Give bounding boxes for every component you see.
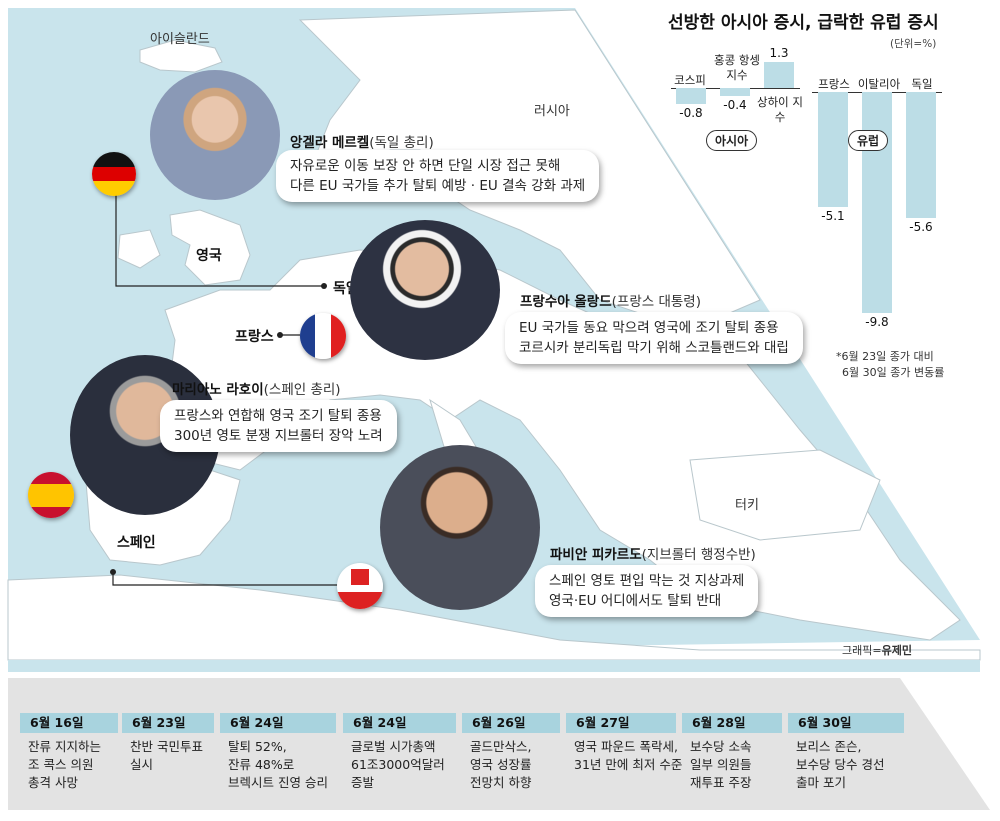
shanghai-label: 상하이 지수 bbox=[757, 95, 803, 124]
graphic-credit: 그래픽=유제민 bbox=[842, 644, 912, 657]
germany-flag bbox=[92, 152, 136, 196]
merkel-portrait bbox=[150, 70, 280, 200]
france-flag bbox=[300, 313, 346, 359]
italy-index-label: 이탈리아 bbox=[857, 77, 901, 91]
bar-kospi bbox=[676, 88, 706, 104]
picardo-portrait bbox=[380, 445, 540, 610]
bar-germany bbox=[906, 92, 936, 218]
iceland-land bbox=[139, 39, 223, 73]
kospi-label: 코스피 bbox=[674, 73, 706, 87]
value-germany: -5.6 bbox=[909, 220, 933, 234]
merkel-name: 앙겔라 메르켈(독일 총리) bbox=[290, 135, 434, 151]
rajoy-quote: 프랑스와 연합해 영국 조기 탈퇴 종용 300년 영토 분쟁 지브롤터 장악 … bbox=[160, 400, 397, 452]
rajoy-quote-line-2: 300년 영토 분쟁 지브롤터 장악 노려 bbox=[174, 428, 383, 444]
timeline-text-6: 영국 파운드 폭락세, 31년 만에 최저 수준 bbox=[574, 739, 683, 772]
chart-unit: (단위=%) bbox=[890, 38, 937, 50]
spain-flag bbox=[28, 472, 74, 518]
hollande-portrait bbox=[350, 220, 500, 360]
picardo-name: 파비안 피카르도(지브롤터 행정수반) bbox=[550, 547, 756, 563]
germany-dot bbox=[321, 283, 327, 289]
timeline-date-2: 6월 23일 bbox=[122, 713, 214, 733]
germany-index-label: 독일 bbox=[911, 77, 933, 91]
gibraltar-connector bbox=[112, 572, 345, 586]
russia-label: 러시아 bbox=[534, 104, 570, 119]
timeline-date-5: 6월 26일 bbox=[462, 713, 560, 733]
rajoy-name: 마리아노 라호이(스페인 총리) bbox=[172, 382, 341, 398]
picardo-quote-line-1: 스페인 영토 편입 막는 것 지상과제 bbox=[549, 573, 745, 589]
merkel-quote-line-2: 다른 EU 국가들 추가 탈퇴 예방 · EU 결속 강화 과제 bbox=[290, 178, 586, 194]
value-hangseng: -0.4 bbox=[723, 98, 747, 112]
uk-land bbox=[169, 209, 251, 286]
asia-group-pill: 아시아 bbox=[706, 130, 758, 151]
timeline-date-1: 6월 16일 bbox=[20, 713, 118, 733]
value-kospi: -0.8 bbox=[679, 106, 703, 120]
timeline-text-8: 보리스 존슨, 보수당 당수 경선 출마 포기 bbox=[796, 739, 885, 790]
turkey-land bbox=[689, 449, 881, 541]
picardo-quote: 스페인 영토 편입 막는 것 지상과제 영국·EU 어디에서도 탈퇴 반대 bbox=[535, 565, 759, 617]
gibraltar-flag bbox=[337, 563, 383, 609]
merkel-quote-line-1: 자유로운 이동 보장 안 하면 단일 시장 접근 못해 bbox=[290, 158, 561, 174]
timeline-text-5: 골드만삭스, 영국 성장률 전망치 하향 bbox=[470, 739, 532, 790]
timeline-text-1: 잔류 지지하는 조 콕스 의원 총격 사망 bbox=[28, 739, 101, 790]
france-dot bbox=[277, 332, 283, 338]
timeline-bg bbox=[8, 660, 990, 810]
timeline-text-7: 보수당 소속 일부 의원들 재투표 주장 bbox=[690, 739, 752, 790]
chart-title: 선방한 아시아 증시, 급락한 유럽 증시 bbox=[668, 13, 939, 33]
france-label: 프랑스 bbox=[235, 329, 274, 345]
spain-label: 스페인 bbox=[117, 535, 156, 551]
bar-hangseng bbox=[720, 88, 750, 96]
hollande-quote-line-2: 코르시카 분리독립 막기 위해 스코틀랜드와 대립 bbox=[519, 340, 789, 356]
uk-label: 영국 bbox=[196, 248, 222, 264]
timeline-date-7: 6월 28일 bbox=[682, 713, 782, 733]
hollande-quote: EU 국가들 동요 막으려 영국에 조기 탈퇴 종용 코르시카 분리독립 막기 … bbox=[505, 312, 803, 364]
timeline-date-4: 6월 24일 bbox=[343, 713, 456, 733]
iceland-label: 아이슬란드 bbox=[150, 32, 210, 47]
chart-panel-bg bbox=[590, 8, 1000, 420]
chart-note: *6월 23일 종가 대비 6월 30일 종가 변동률 bbox=[836, 349, 944, 381]
timeline-text-2: 찬반 국민투표 실시 bbox=[130, 739, 203, 772]
hangseng-label: 홍콩 항셍 지수 bbox=[714, 53, 760, 82]
hollande-quote-line-1: EU 국가들 동요 막으려 영국에 조기 탈퇴 종용 bbox=[519, 320, 779, 336]
france-index-label: 프랑스 bbox=[818, 77, 850, 91]
timeline-text-4: 글로벌 시가총액 61조3000억달러 증발 bbox=[351, 739, 445, 790]
chart-note-line-2: 6월 30일 종가 변동률 bbox=[842, 366, 945, 379]
timeline-date-6: 6월 27일 bbox=[566, 713, 676, 733]
hollande-name: 프랑수아 올랑드(프랑스 대통령) bbox=[520, 294, 701, 310]
merkel-connector bbox=[115, 195, 322, 287]
ireland-land bbox=[117, 229, 161, 269]
timeline-text-3: 탈퇴 52%, 잔류 48%로 브렉시트 진영 승리 bbox=[228, 739, 328, 790]
timeline-date-3: 6월 24일 bbox=[220, 713, 336, 733]
bar-shanghai bbox=[764, 62, 794, 88]
bar-france bbox=[818, 92, 848, 207]
gibraltar-dot bbox=[110, 569, 116, 575]
value-shanghai: 1.3 bbox=[769, 46, 789, 60]
merkel-quote: 자유로운 이동 보장 안 하면 단일 시장 접근 못해 다른 EU 국가들 추가… bbox=[276, 150, 600, 202]
turkey-label: 터키 bbox=[735, 498, 759, 513]
rajoy-quote-line-1: 프랑스와 연합해 영국 조기 탈퇴 종용 bbox=[174, 408, 382, 424]
chart-note-line-1: *6월 23일 종가 대비 bbox=[836, 350, 934, 363]
picardo-quote-line-2: 영국·EU 어디에서도 탈퇴 반대 bbox=[549, 593, 722, 609]
timeline-date-8: 6월 30일 bbox=[788, 713, 904, 733]
europe-group-pill: 유럽 bbox=[848, 130, 889, 151]
value-france: -5.1 bbox=[821, 208, 845, 223]
bar-italy bbox=[862, 92, 892, 313]
value-italy: -9.8 bbox=[865, 314, 889, 329]
